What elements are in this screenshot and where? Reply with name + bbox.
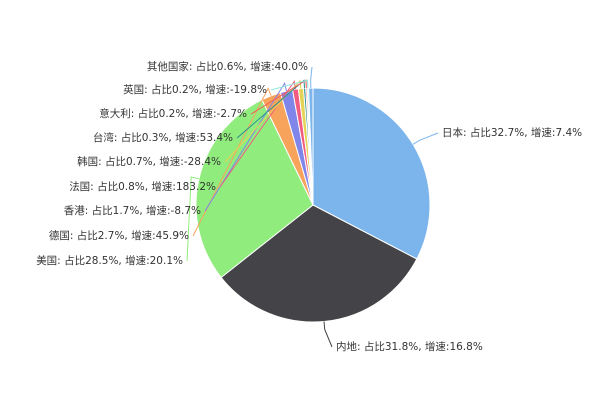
data-label: 英国: 占比0.2%, 增速:-19.8% — [123, 83, 267, 96]
connector — [192, 87, 272, 237]
data-label: 韩国: 占比0.7%, 增速:-28.4% — [77, 155, 221, 168]
data-label: 香港: 占比1.7%, 增速:-8.7% — [64, 204, 201, 217]
data-label: 德国: 占比2.7%, 增速:45.9% — [49, 229, 189, 242]
data-label: 美国: 占比28.5%, 增速:20.1% — [36, 254, 183, 267]
connector — [236, 79, 306, 139]
data-label: 其他国家: 占比0.6%, 增速:40.0% — [147, 60, 308, 73]
connector — [186, 176, 200, 262]
connector — [270, 79, 309, 91]
data-label: 法国: 占比0.8%, 增速:183.2% — [69, 180, 216, 193]
data-label: 台湾: 占比0.3%, 增速:53.4% — [93, 131, 233, 144]
data-label: 内地: 占比31.8%, 增速:16.8% — [336, 340, 483, 353]
data-label: 意大利: 占比0.2%, 增速:-2.7% — [99, 107, 247, 120]
connector — [224, 79, 302, 163]
connector — [204, 81, 287, 212]
pie-slice — [312, 87, 431, 260]
pie-slice — [220, 204, 418, 323]
connector — [310, 66, 313, 89]
connector — [412, 132, 439, 145]
connector — [323, 321, 333, 348]
data-label: 日本: 占比32.7%, 增速:7.4% — [442, 126, 582, 139]
